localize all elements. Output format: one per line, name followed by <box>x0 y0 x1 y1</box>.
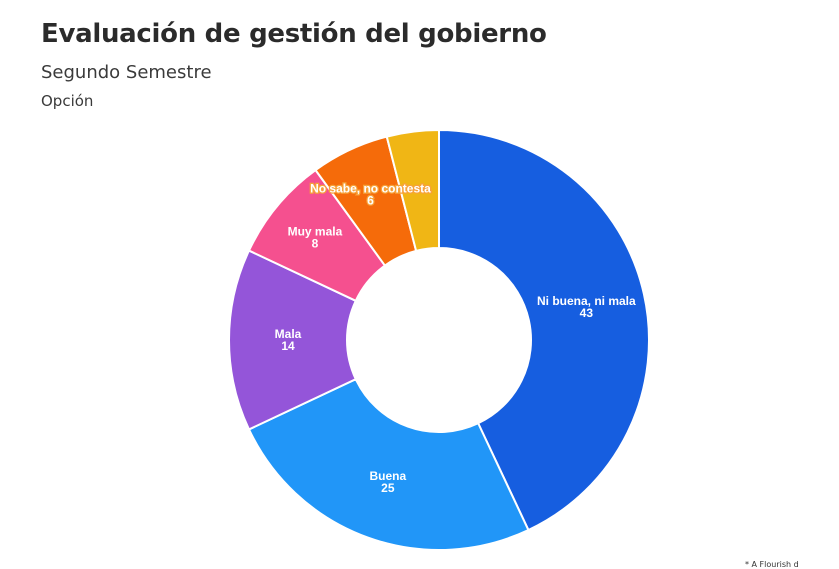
slice-unlabeled[interactable] <box>385 129 440 252</box>
slice-ni-buena-ni-mala[interactable] <box>438 129 650 532</box>
slice-value: 43 <box>580 306 594 320</box>
footnote: * A Flourish d <box>745 560 799 569</box>
chart-subtitle: Segundo Semestre <box>41 62 212 83</box>
slice-value: 14 <box>281 339 295 353</box>
chart-title: Evaluación de gestión del gobierno <box>41 19 547 49</box>
series-label: Opción <box>41 92 94 110</box>
slice-value: 25 <box>381 481 395 495</box>
slice-name: Ni buena, ni mala <box>537 294 636 308</box>
slice-buena[interactable] <box>247 378 530 551</box>
slice-mala[interactable] <box>227 249 357 431</box>
slice-name: Mala <box>275 327 302 341</box>
slice-value: 6 <box>367 193 374 207</box>
slice-name: No sabe, no contesta <box>310 181 431 195</box>
slice-value: 8 <box>312 236 319 250</box>
slice-name: Muy mala <box>288 224 343 238</box>
slice-name: Buena <box>370 469 407 483</box>
